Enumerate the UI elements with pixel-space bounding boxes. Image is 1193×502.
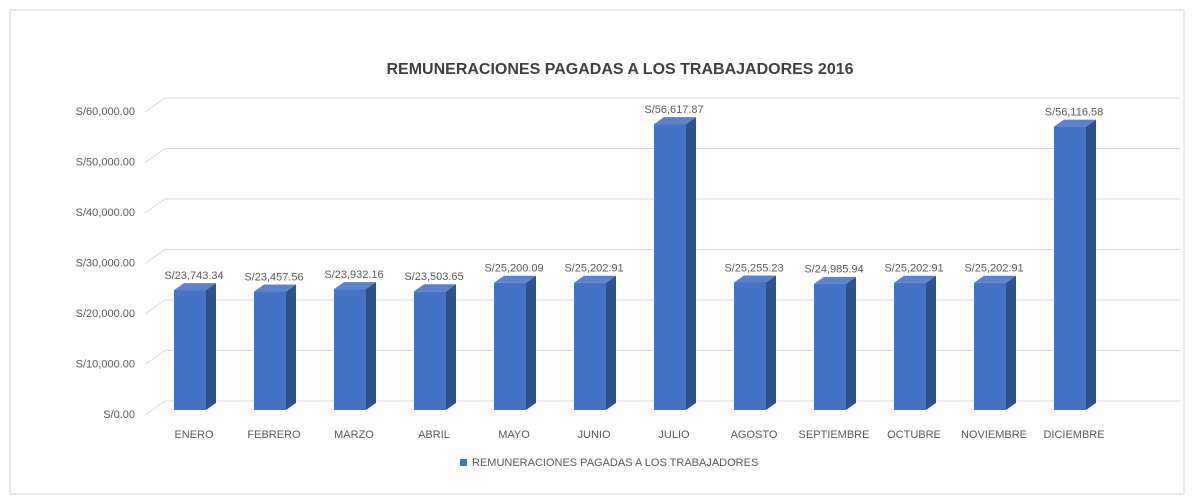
bar-top bbox=[334, 282, 376, 290]
grid-line bbox=[144, 198, 1180, 214]
bar-side bbox=[926, 275, 936, 410]
bar-side bbox=[206, 283, 216, 410]
data-label: S/23,503.65 bbox=[404, 271, 463, 283]
x-tick-label: DICIEMBRE bbox=[1043, 429, 1104, 441]
x-tick-label: FEBRERO bbox=[247, 429, 301, 441]
bar bbox=[174, 290, 206, 410]
bar bbox=[734, 282, 766, 410]
data-label: S/56,617.87 bbox=[644, 104, 703, 116]
bar-top bbox=[574, 275, 616, 283]
bar-top bbox=[1054, 119, 1096, 127]
x-tick-label: JULIO bbox=[658, 429, 690, 441]
legend-swatch bbox=[460, 459, 467, 466]
x-tick-label: MAYO bbox=[498, 429, 530, 441]
bar-top bbox=[494, 275, 536, 283]
bar-top bbox=[254, 284, 296, 292]
data-label: S/23,457.56 bbox=[244, 271, 303, 283]
x-tick-label: JUNIO bbox=[578, 429, 611, 441]
chart-title: REMUNERACIONES PAGADAS A LOS TRABAJADORE… bbox=[386, 61, 853, 78]
bar-side bbox=[286, 284, 296, 410]
x-tick-label: OCTUBRE bbox=[887, 429, 941, 441]
bar-top bbox=[654, 117, 696, 125]
data-label: S/25,202.91 bbox=[964, 263, 1023, 275]
y-tick-label: S/60,000.00 bbox=[76, 106, 135, 118]
bar-top bbox=[734, 275, 776, 283]
x-tick-label: AGOSTO bbox=[731, 429, 778, 441]
bar bbox=[894, 282, 926, 410]
grid-line bbox=[144, 148, 1180, 163]
bar-side bbox=[366, 282, 376, 410]
bar-top bbox=[974, 275, 1016, 283]
bar bbox=[494, 282, 526, 410]
y-tick-label: S/40,000.00 bbox=[76, 207, 135, 219]
bar-top bbox=[814, 276, 856, 284]
bar bbox=[654, 124, 686, 410]
legend-label: REMUNERACIONES PAGADAS A LOS TRABAJADORE… bbox=[472, 457, 758, 469]
data-label: S/56,116.58 bbox=[1045, 107, 1104, 119]
bar bbox=[1054, 126, 1086, 410]
grid-line bbox=[144, 249, 1180, 264]
bar bbox=[574, 282, 606, 410]
data-label: S/25,255.23 bbox=[724, 262, 783, 274]
bar-side bbox=[526, 275, 536, 410]
y-tick-label: S/20,000.00 bbox=[76, 308, 135, 320]
bar-side bbox=[686, 117, 696, 410]
bar-side bbox=[1006, 275, 1016, 410]
x-tick-label: ENERO bbox=[174, 429, 214, 441]
data-label: S/25,200.09 bbox=[484, 263, 543, 275]
bar bbox=[414, 291, 446, 410]
data-label: S/23,932.16 bbox=[324, 269, 383, 281]
data-label: S/25,202.91 bbox=[884, 263, 943, 275]
bar-side bbox=[606, 275, 616, 410]
x-tick-label: NOVIEMBRE bbox=[961, 429, 1027, 441]
bar-side bbox=[446, 284, 456, 410]
data-label: S/24,985.94 bbox=[804, 264, 863, 276]
chart-frame bbox=[9, 9, 1185, 495]
x-tick-label: SEPTIEMBRE bbox=[799, 429, 870, 441]
y-tick-label: S/10,000.00 bbox=[76, 358, 135, 370]
x-tick-label: MARZO bbox=[334, 429, 374, 441]
data-label: S/25,202.91 bbox=[564, 263, 623, 275]
x-tick-label: ABRIL bbox=[418, 429, 450, 441]
grid-line bbox=[144, 97, 1180, 113]
y-tick-label: S/30,000.00 bbox=[76, 257, 135, 269]
bar-top bbox=[414, 284, 456, 292]
bar-top bbox=[174, 283, 216, 291]
bar-side bbox=[766, 275, 776, 410]
bar bbox=[814, 283, 846, 410]
y-tick-label: S/0.00 bbox=[103, 409, 135, 421]
bar-side bbox=[846, 276, 856, 410]
bar bbox=[974, 282, 1006, 410]
bar bbox=[334, 289, 366, 410]
bar bbox=[254, 291, 286, 410]
data-label: S/23,743.34 bbox=[164, 270, 223, 282]
bar-top bbox=[894, 275, 936, 283]
y-tick-label: S/50,000.00 bbox=[76, 156, 135, 168]
bar-side bbox=[1086, 119, 1096, 411]
